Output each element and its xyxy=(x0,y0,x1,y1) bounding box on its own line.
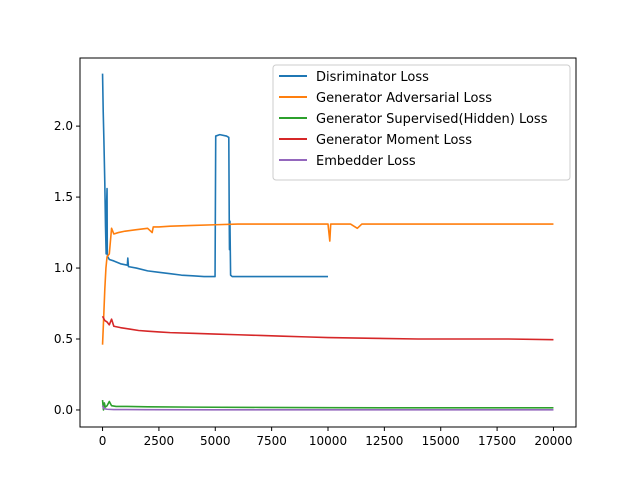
plot-lines xyxy=(101,73,554,411)
legend-label: Generator Supervised(Hidden) Loss xyxy=(316,112,548,127)
legend-label: Generator Moment Loss xyxy=(316,133,472,148)
y-tick-label: 1.5 xyxy=(54,190,73,204)
y-tick-label: 2.0 xyxy=(54,119,73,133)
legend-box xyxy=(272,64,571,181)
x-axis-ticks: 0 2500 5000 7500 10000 12500 15000 17500 20000 xyxy=(99,427,573,448)
series-line-4 xyxy=(101,405,554,411)
x-tick-label: 5000 xyxy=(200,434,231,448)
legend: Disriminator Loss Generator Adversarial L… xyxy=(272,64,571,181)
series-line-0 xyxy=(101,73,328,278)
x-tick-label: 10000 xyxy=(309,434,347,448)
x-tick-label: 20000 xyxy=(534,434,572,448)
x-tick-label: 15000 xyxy=(422,434,460,448)
x-tick-label: 7500 xyxy=(256,434,287,448)
y-axis-ticks: 0.0 0.5 1.0 1.5 2.0 xyxy=(54,119,80,417)
x-tick-label: 12500 xyxy=(365,434,403,448)
y-tick-label: 0.0 xyxy=(54,403,73,417)
series-line-2 xyxy=(101,399,554,411)
legend-label: Embedder Loss xyxy=(316,154,416,169)
series-line-3 xyxy=(101,315,554,341)
y-tick-label: 1.0 xyxy=(54,261,73,275)
y-tick-label: 0.5 xyxy=(54,332,73,346)
series-line-1 xyxy=(101,223,554,345)
x-tick-label: 17500 xyxy=(478,434,516,448)
x-tick-label: 0 xyxy=(99,434,107,448)
legend-label: Disriminator Loss xyxy=(316,70,429,85)
x-tick-label: 2500 xyxy=(144,434,175,448)
legend-label: Generator Adversarial Loss xyxy=(316,91,492,106)
